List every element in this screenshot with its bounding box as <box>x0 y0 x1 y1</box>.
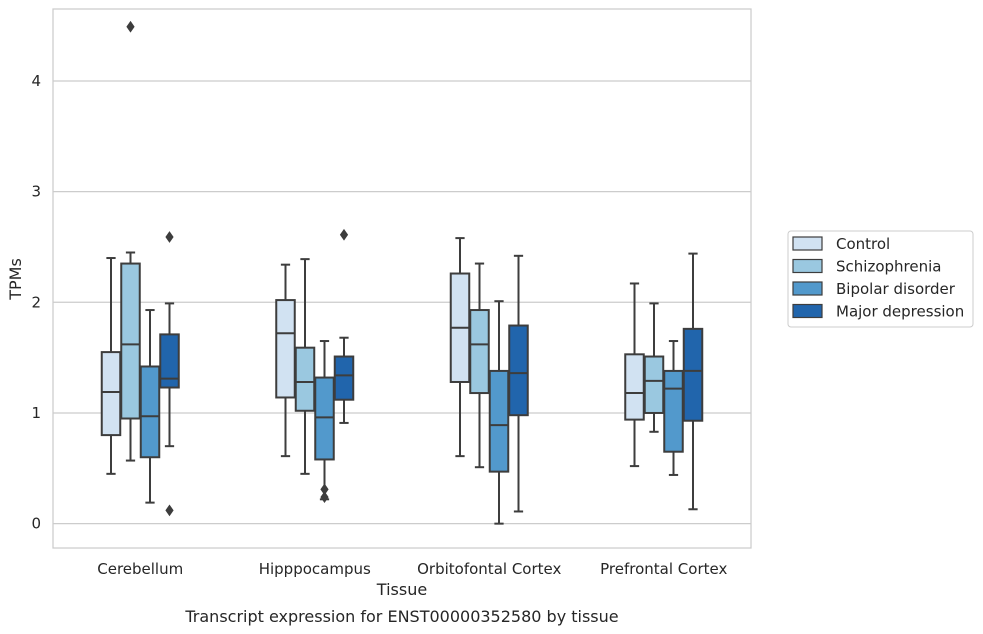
legend-swatch <box>792 258 823 274</box>
box <box>314 376 335 461</box>
box-group <box>449 237 471 458</box>
box <box>624 353 645 421</box>
x-tick-label: Orbitofontal Cortex <box>417 560 561 578</box>
legend-swatch <box>792 236 823 251</box>
y-axis-label: TPMs <box>6 258 25 301</box>
x-tick-label: Prefrontal Cortex <box>600 560 727 578</box>
box-group <box>294 258 316 475</box>
box <box>333 355 355 401</box>
y-tick-label: 3 <box>31 183 41 201</box>
y-tick-label: 4 <box>31 72 41 90</box>
box-group <box>120 20 141 462</box>
box-group <box>100 257 122 475</box>
box <box>488 369 510 473</box>
box <box>100 351 122 437</box>
box <box>139 365 161 459</box>
box-group <box>139 309 161 504</box>
box-group <box>159 231 180 517</box>
plot-area-frame <box>52 8 752 549</box>
legend: Control Schizophrenia Bipolar disorder Majo… <box>787 230 974 328</box>
outlier-point <box>165 231 174 243</box>
y-tick-label: 2 <box>31 293 41 311</box>
box <box>469 309 490 395</box>
x-axis-ticks: Cerebellum Hipppocampus Orbitofontal Corte… <box>97 560 727 578</box>
legend-swatch <box>792 303 823 319</box>
box-group <box>508 254 529 513</box>
y-tick-label: 1 <box>31 404 41 422</box>
legend-label: Bipolar disorder <box>836 280 956 298</box>
legend-label: Major depression <box>836 303 964 321</box>
box-group <box>275 263 296 458</box>
outlier-point <box>165 504 174 517</box>
box-group <box>314 340 335 503</box>
x-tick-label: Hipppocampus <box>259 560 371 578</box>
outlier-point <box>339 228 349 241</box>
legend-frame <box>787 230 974 328</box>
y-axis-ticks: 0 1 2 3 4 <box>31 72 41 533</box>
box <box>682 327 704 422</box>
box-group <box>682 252 704 511</box>
box <box>663 369 684 453</box>
box-group <box>643 302 665 433</box>
x-tick-label: Cerebellum <box>97 560 183 578</box>
legend-swatch <box>792 281 823 296</box>
box-series-group <box>100 20 704 525</box>
series-major-depression <box>159 228 704 517</box>
legend-label: Control <box>836 235 890 253</box>
legend-label: Schizophrenia <box>836 258 941 276</box>
series-bipolar-disorder <box>139 300 684 525</box>
outlier-point <box>126 20 135 33</box>
box <box>159 333 180 389</box>
box <box>294 346 316 412</box>
chart-caption: Transcript expression for ENST0000035258… <box>184 607 618 626</box>
box-group <box>663 340 684 476</box>
series-control <box>100 237 645 475</box>
series-schizophrenia <box>120 20 665 475</box>
box-group <box>624 282 645 468</box>
box <box>120 262 141 420</box>
x-axis-label: Tissue <box>376 580 427 599</box>
box <box>643 355 665 414</box>
box-group <box>488 300 510 525</box>
outlier-point <box>320 491 329 503</box>
box <box>508 324 529 417</box>
box-group <box>333 228 355 424</box>
box-group <box>469 262 490 469</box>
box <box>275 299 296 399</box>
y-tick-label: 0 <box>31 515 41 533</box>
